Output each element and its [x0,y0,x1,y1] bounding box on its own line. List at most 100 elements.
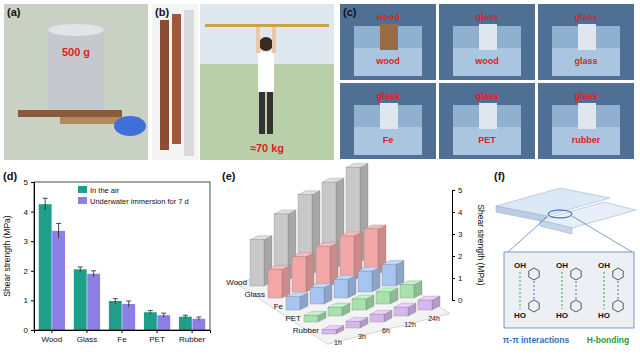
tick-mark [31,271,34,272]
tick-label: 1 [24,296,29,305]
bar-3d [418,296,440,310]
benzene-ring [529,300,539,312]
panel-c: woodwoodglasswoodglassglassglassFeglassP… [340,4,634,159]
depth-label: 1h [334,339,342,346]
bar-3d [376,288,398,304]
bar-top [274,210,296,214]
tick-label: 0 [24,326,29,335]
error-bar [78,267,83,272]
bar [74,269,87,330]
axis-line [453,191,456,301]
x-tick: Rubber [179,330,206,344]
tick-label: 4 [24,208,29,217]
tick-mark [192,330,193,333]
bar-top [328,303,350,307]
error-cap [196,316,201,317]
category-label: PET [285,314,301,323]
bar-top [370,310,392,314]
benzene-ring [613,300,623,312]
h-bond [604,272,605,309]
y-tick: 5 [24,178,34,187]
tile-label: glass [475,12,498,22]
tile-label: wood [375,56,400,66]
photo-tile [538,83,634,159]
bar-side [282,265,290,298]
zoom-marker [548,210,572,218]
tick-mark [86,330,87,333]
water [453,48,521,76]
error-bar [56,223,61,238]
tick-label: Glass [77,335,97,344]
bar-top [316,242,338,246]
bar [122,304,135,330]
annotation: 500 g [62,46,90,58]
person-head [259,37,273,51]
tick-label: 2 [458,252,463,261]
category-label: Glass [245,290,265,299]
bar-front [400,285,414,298]
group-label: HO [514,311,526,320]
depth-label: 3h [358,333,366,340]
error-cap [183,315,188,316]
panel-label: (f) [494,170,505,182]
bar-front [370,314,384,322]
bar-3d [358,267,380,292]
tick-label: Rubber [179,335,206,344]
wood-plate [18,110,122,117]
weight-body [48,30,104,110]
person-arm [256,27,260,53]
water [354,48,422,76]
error-cap [78,266,83,267]
pi-stack [618,281,619,299]
adherend [479,24,497,50]
panel-label: (e) [222,170,236,182]
bar-front [250,240,264,286]
plot-frame [34,182,210,330]
y-tick: 4 [24,208,34,217]
tick-mark [452,234,455,235]
bar-3d [394,303,416,316]
h-bond [520,272,521,309]
error-cap [91,270,96,271]
category-label: Rubber [293,326,320,335]
bar-top [310,284,332,288]
group-label: HO [556,311,568,320]
benzene-ring [571,300,581,312]
bar [87,274,100,330]
bar-top [382,260,404,264]
error-cap [126,300,131,301]
ruler [184,10,194,156]
bar-top [352,295,374,299]
error-line [185,315,186,318]
tick-mark [31,300,34,301]
panel-a: 500 g(a) [4,4,148,160]
error-bar [91,271,96,277]
bar-top [400,281,422,285]
slab-side [540,220,572,234]
bar-front [340,236,354,280]
axis-title: Shear strength (MPa) [476,204,486,285]
bar-side [372,267,380,292]
group-label: OH [514,261,526,270]
zoom-line [508,216,548,252]
benzene-ring [529,268,539,280]
bar [52,231,65,330]
photo-background [4,4,148,160]
bar-front [358,271,372,292]
tick-mark [51,330,52,333]
figure: 500 g(a)≈70 kg(b)woodwoodglasswoodglassg… [0,0,640,356]
adherend [380,103,398,129]
bar-top [358,267,380,271]
error-bar [148,310,153,314]
tile-label: glass [574,56,597,66]
bar-top [364,225,386,229]
tick-mark [31,182,34,183]
tick-mark [452,212,455,213]
bar-top [376,288,398,292]
adherend [578,24,596,50]
error-line [93,271,94,277]
tile-label: rubber [572,135,601,145]
adherend [578,103,596,129]
bar-3d [328,303,350,316]
caption: H-bonding [587,335,629,345]
